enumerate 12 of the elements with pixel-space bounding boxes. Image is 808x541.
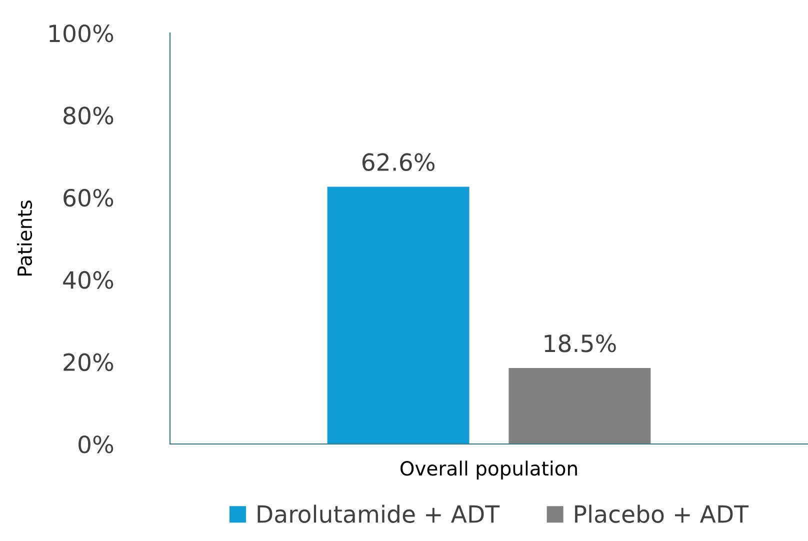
- legend-label: Placebo + ADT: [575, 504, 749, 523]
- y-tick-label: 100%: [50, 24, 114, 42]
- y-tick-label: 80%: [64, 106, 114, 125]
- y-tick-label: 40%: [63, 271, 114, 289]
- y-tick-label: 20%: [64, 353, 114, 372]
- legend-label: Darolutamide + ADT: [258, 504, 500, 523]
- y-axis-title: Patients: [17, 200, 32, 276]
- x-tick-label: Overall population: [400, 460, 577, 480]
- y-tick-label: 0%: [78, 435, 114, 454]
- data-label: 62.6%: [362, 153, 435, 172]
- data-label: 18.5%: [544, 334, 616, 352]
- y-tick-label: 60%: [64, 188, 114, 207]
